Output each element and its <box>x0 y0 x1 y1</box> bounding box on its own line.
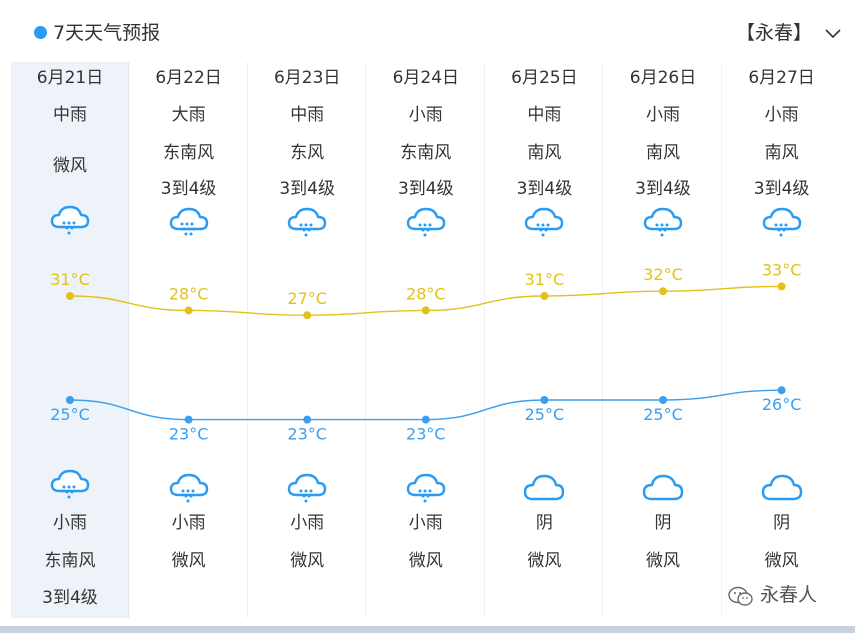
day-wind: 南风 <box>527 143 562 163</box>
day-weather: 中雨 <box>53 105 87 125</box>
forecast-grid: 6月21日 中雨 微风 小雨 东南风 3到4级 6月22日 大雨 东南风 3到4级 小雨 微风 6月23… <box>11 62 841 618</box>
cloud-icon <box>642 474 684 501</box>
day-weather: 小雨 <box>646 105 680 125</box>
day-column[interactable]: 6月23日中雨东风 3到4级小雨微风 <box>248 62 367 618</box>
night-wind: 东南风 <box>44 551 96 571</box>
day-wind: 东风 <box>290 143 325 163</box>
day-column[interactable]: 6月24日 小雨 东南风 3到4级 小雨 微风 <box>367 62 485 618</box>
cloud-icon <box>761 474 802 501</box>
night-wind: 微风 <box>408 551 443 571</box>
rain-cloud-icon <box>50 469 90 499</box>
rain-cloud-icon <box>50 205 90 235</box>
rain-cloud-icon <box>762 207 801 237</box>
day-column[interactable]: 6月22日大雨东南风 3到4级小雨微风 <box>130 62 248 618</box>
day-wind: 南风 <box>764 143 799 163</box>
day-wind-level: 3到4级 <box>397 179 454 199</box>
day-date: 6月26日 <box>629 68 697 88</box>
rain-cloud-icon <box>287 473 327 503</box>
heavy-rain-cloud-icon <box>169 207 208 236</box>
day-weather: 中雨 <box>290 105 325 125</box>
night-weather: 小雨 <box>290 513 325 533</box>
day-weather: 大雨 <box>171 105 206 125</box>
night-weather: 小雨 <box>171 513 206 533</box>
title-dot-icon <box>34 26 47 39</box>
rain-cloud-icon <box>406 473 445 503</box>
night-wind: 微风 <box>527 551 562 571</box>
day-wind-level: 3到4级 <box>160 179 217 199</box>
night-weather: 小雨 <box>53 513 87 533</box>
day-wind: 东南风 <box>400 143 452 163</box>
page-title: 7天天气预报 <box>53 22 161 44</box>
day-wind: 微风 <box>53 156 87 176</box>
day-weather: 小雨 <box>408 105 443 125</box>
watermark-text: 永春人 <box>760 584 818 606</box>
rain-cloud-icon <box>643 207 683 237</box>
night-wind-level: 3到4级 <box>42 588 98 608</box>
day-column[interactable]: 6月25日中雨南风 3到4级阴微风 <box>485 62 604 618</box>
cloud-icon <box>524 474 565 501</box>
night-wind: 微风 <box>290 551 325 571</box>
day-column[interactable]: 6月27日小雨南风 3到4级阴微风 <box>723 62 841 618</box>
forecast-header: 7天天气预报 【永春】 <box>0 0 855 62</box>
rain-cloud-icon <box>525 207 564 237</box>
day-column[interactable]: 6月26日小雨南风 3到4级阴微风 <box>604 62 722 618</box>
day-wind-level: 3到4级 <box>753 179 810 199</box>
night-weather: 阴 <box>773 513 791 533</box>
rain-cloud-icon <box>287 207 327 237</box>
day-wind-level: 3到4级 <box>516 179 573 199</box>
day-date: 6月22日 <box>155 68 222 88</box>
city-selector[interactable]: 【永春】 <box>736 22 813 44</box>
rain-cloud-icon <box>169 473 208 503</box>
night-weather: 小雨 <box>408 513 443 533</box>
day-wind: 东南风 <box>163 143 215 163</box>
night-wind: 微风 <box>646 551 680 571</box>
day-date: 6月25日 <box>511 68 578 88</box>
wechat-icon <box>728 586 753 606</box>
rain-cloud-icon <box>406 207 445 237</box>
day-wind-level: 3到4级 <box>279 179 335 199</box>
night-wind: 微风 <box>171 551 206 571</box>
day-wind-level: 3到4级 <box>635 179 691 199</box>
day-wind: 南风 <box>646 143 680 163</box>
watermark: 永春人 <box>727 583 837 609</box>
night-weather: 阴 <box>535 513 553 533</box>
chevron-down-icon[interactable] <box>823 24 843 44</box>
day-date: 6月23日 <box>273 68 341 88</box>
day-date: 6月21日 <box>36 68 104 88</box>
night-weather: 阴 <box>654 513 672 533</box>
day-date: 6月24日 <box>392 68 460 88</box>
day-weather: 中雨 <box>527 105 562 125</box>
bottom-scrollbar <box>0 626 855 633</box>
night-wind: 微风 <box>764 551 799 571</box>
day-weather: 小雨 <box>764 105 799 125</box>
day-date: 6月27日 <box>748 68 815 88</box>
day-column[interactable]: 6月21日中雨微风小雨东南风 3到4级 <box>11 62 129 618</box>
